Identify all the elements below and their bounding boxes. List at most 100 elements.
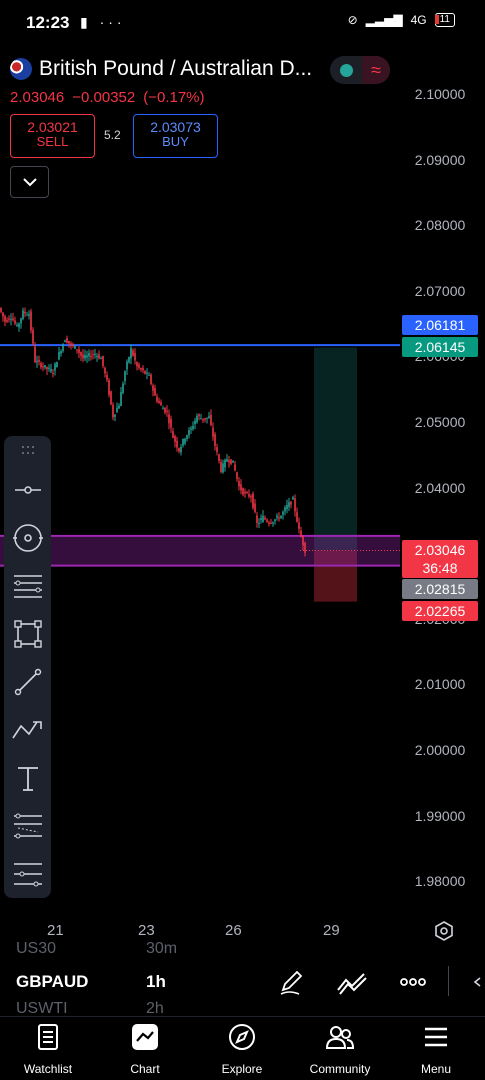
candle-body [256, 515, 258, 523]
menu-icon [425, 1027, 447, 1047]
drawing-toolbar [4, 436, 51, 898]
mute-icon: ⊘ [347, 13, 358, 27]
candle-body [192, 425, 194, 430]
price-chart[interactable] [0, 0, 485, 960]
trendline-tool-button[interactable] [4, 662, 51, 702]
scroll-arrow-icon[interactable] [470, 968, 484, 996]
candle-body [100, 358, 102, 360]
price-axis-tick: 2.04000 [414, 479, 466, 496]
candle-body [252, 493, 254, 508]
candle-body [176, 440, 178, 448]
candle-body [116, 407, 118, 413]
candle-body [84, 354, 86, 359]
horizontal-lines-icon [13, 575, 42, 598]
pattern-tool-button[interactable] [4, 710, 51, 750]
candle-body [162, 408, 164, 410]
chart-icon [132, 1024, 158, 1050]
candle-body [82, 354, 84, 359]
candle-body [120, 392, 122, 407]
candle-body [182, 438, 184, 446]
candle-body [160, 402, 162, 406]
candle-body [202, 418, 204, 421]
candle-body [244, 491, 246, 494]
candle-body [32, 329, 34, 344]
candle-body [46, 367, 48, 370]
cursor-tool-button[interactable] [4, 470, 51, 510]
price-change: −0.00352 [72, 89, 136, 106]
indicators-icon[interactable] [336, 968, 368, 996]
candle-body [196, 415, 198, 423]
candle-body [114, 414, 116, 417]
market-status-pill[interactable]: ≈ [330, 56, 390, 84]
watchlist-icon [38, 1024, 58, 1050]
pen-draw-icon[interactable] [277, 968, 305, 996]
sell-price: 2.03021 [27, 119, 78, 135]
divider [448, 966, 449, 996]
sell-button[interactable]: 2.03021 SELL [10, 114, 95, 158]
rectangle-tool-button[interactable] [4, 614, 51, 654]
time-tick: 26 [225, 922, 242, 939]
current-price-label: 2.03046 36:48 [402, 540, 478, 578]
fib-retracement-icon [13, 813, 42, 839]
candle-body [108, 380, 110, 395]
candle-body [14, 320, 16, 324]
candle-body [222, 463, 224, 473]
candle-body [204, 418, 206, 420]
more-lines-tool-button[interactable] [4, 854, 51, 894]
candle-body [248, 494, 250, 497]
candle-body [154, 388, 156, 396]
price-axis-tick: 2.01000 [414, 676, 466, 693]
nav-chart[interactable]: Chart [100, 1023, 190, 1076]
candle-body [260, 518, 262, 521]
settings-hexagon-icon[interactable] [433, 920, 455, 942]
price-axis-tick: 1.98000 [414, 873, 466, 890]
drag-handle-icon[interactable] [4, 436, 51, 464]
candle-body [290, 501, 292, 505]
candle-body [228, 460, 230, 463]
symbol-selector[interactable]: GBPAUD [16, 972, 89, 991]
fib-tool-button[interactable] [4, 806, 51, 846]
candle-body [226, 459, 228, 462]
candle-body [70, 343, 72, 345]
candle-body [274, 519, 276, 522]
bar-countdown: 36:48 [422, 560, 458, 576]
candle-body [230, 459, 232, 465]
more-dots-icon[interactable] [398, 968, 428, 996]
candle-body [272, 522, 274, 524]
candle-body [12, 318, 14, 321]
magnet-tool-button[interactable] [4, 518, 51, 558]
gbp-aud-flag-icon [10, 58, 32, 80]
candle-body [190, 428, 192, 430]
channel-lines-icon [13, 863, 42, 887]
symbol-header[interactable]: British Pound / Australian D... [10, 57, 312, 81]
candle-body [90, 356, 92, 358]
text-tool-button[interactable] [4, 758, 51, 798]
ghost-timeframe-above: 30m [146, 940, 178, 957]
candle-body [72, 344, 74, 346]
candle-body [16, 324, 18, 326]
candle-body [138, 364, 140, 368]
collapse-button[interactable] [10, 166, 49, 198]
buy-button[interactable]: 2.03073 BUY [133, 114, 218, 158]
nav-explore[interactable]: Explore [197, 1023, 287, 1076]
candle-body [258, 522, 260, 524]
nav-watchlist[interactable]: Watchlist [3, 1023, 93, 1076]
nav-community[interactable]: Community [295, 1023, 385, 1076]
symbol-title[interactable]: British Pound / Australian D... [39, 57, 313, 80]
circle-target-icon [12, 524, 43, 552]
candle-body [150, 374, 152, 385]
candle-body [142, 368, 144, 371]
candle-body [28, 314, 30, 316]
horizontal-lines-tool-button[interactable] [4, 566, 51, 606]
candle-body [224, 459, 226, 468]
timeframe-selector[interactable]: 1h [146, 972, 166, 991]
time-tick: 23 [138, 922, 155, 939]
price-line: 2.03046 −0.00352 (−0.17%) [10, 89, 213, 106]
candle-body [74, 345, 76, 349]
candle-body [186, 435, 188, 439]
candle-body [134, 352, 136, 361]
candle-body [236, 472, 238, 479]
nav-menu[interactable]: Menu [391, 1023, 481, 1076]
candle-body [8, 318, 10, 320]
candle-body [304, 542, 306, 553]
